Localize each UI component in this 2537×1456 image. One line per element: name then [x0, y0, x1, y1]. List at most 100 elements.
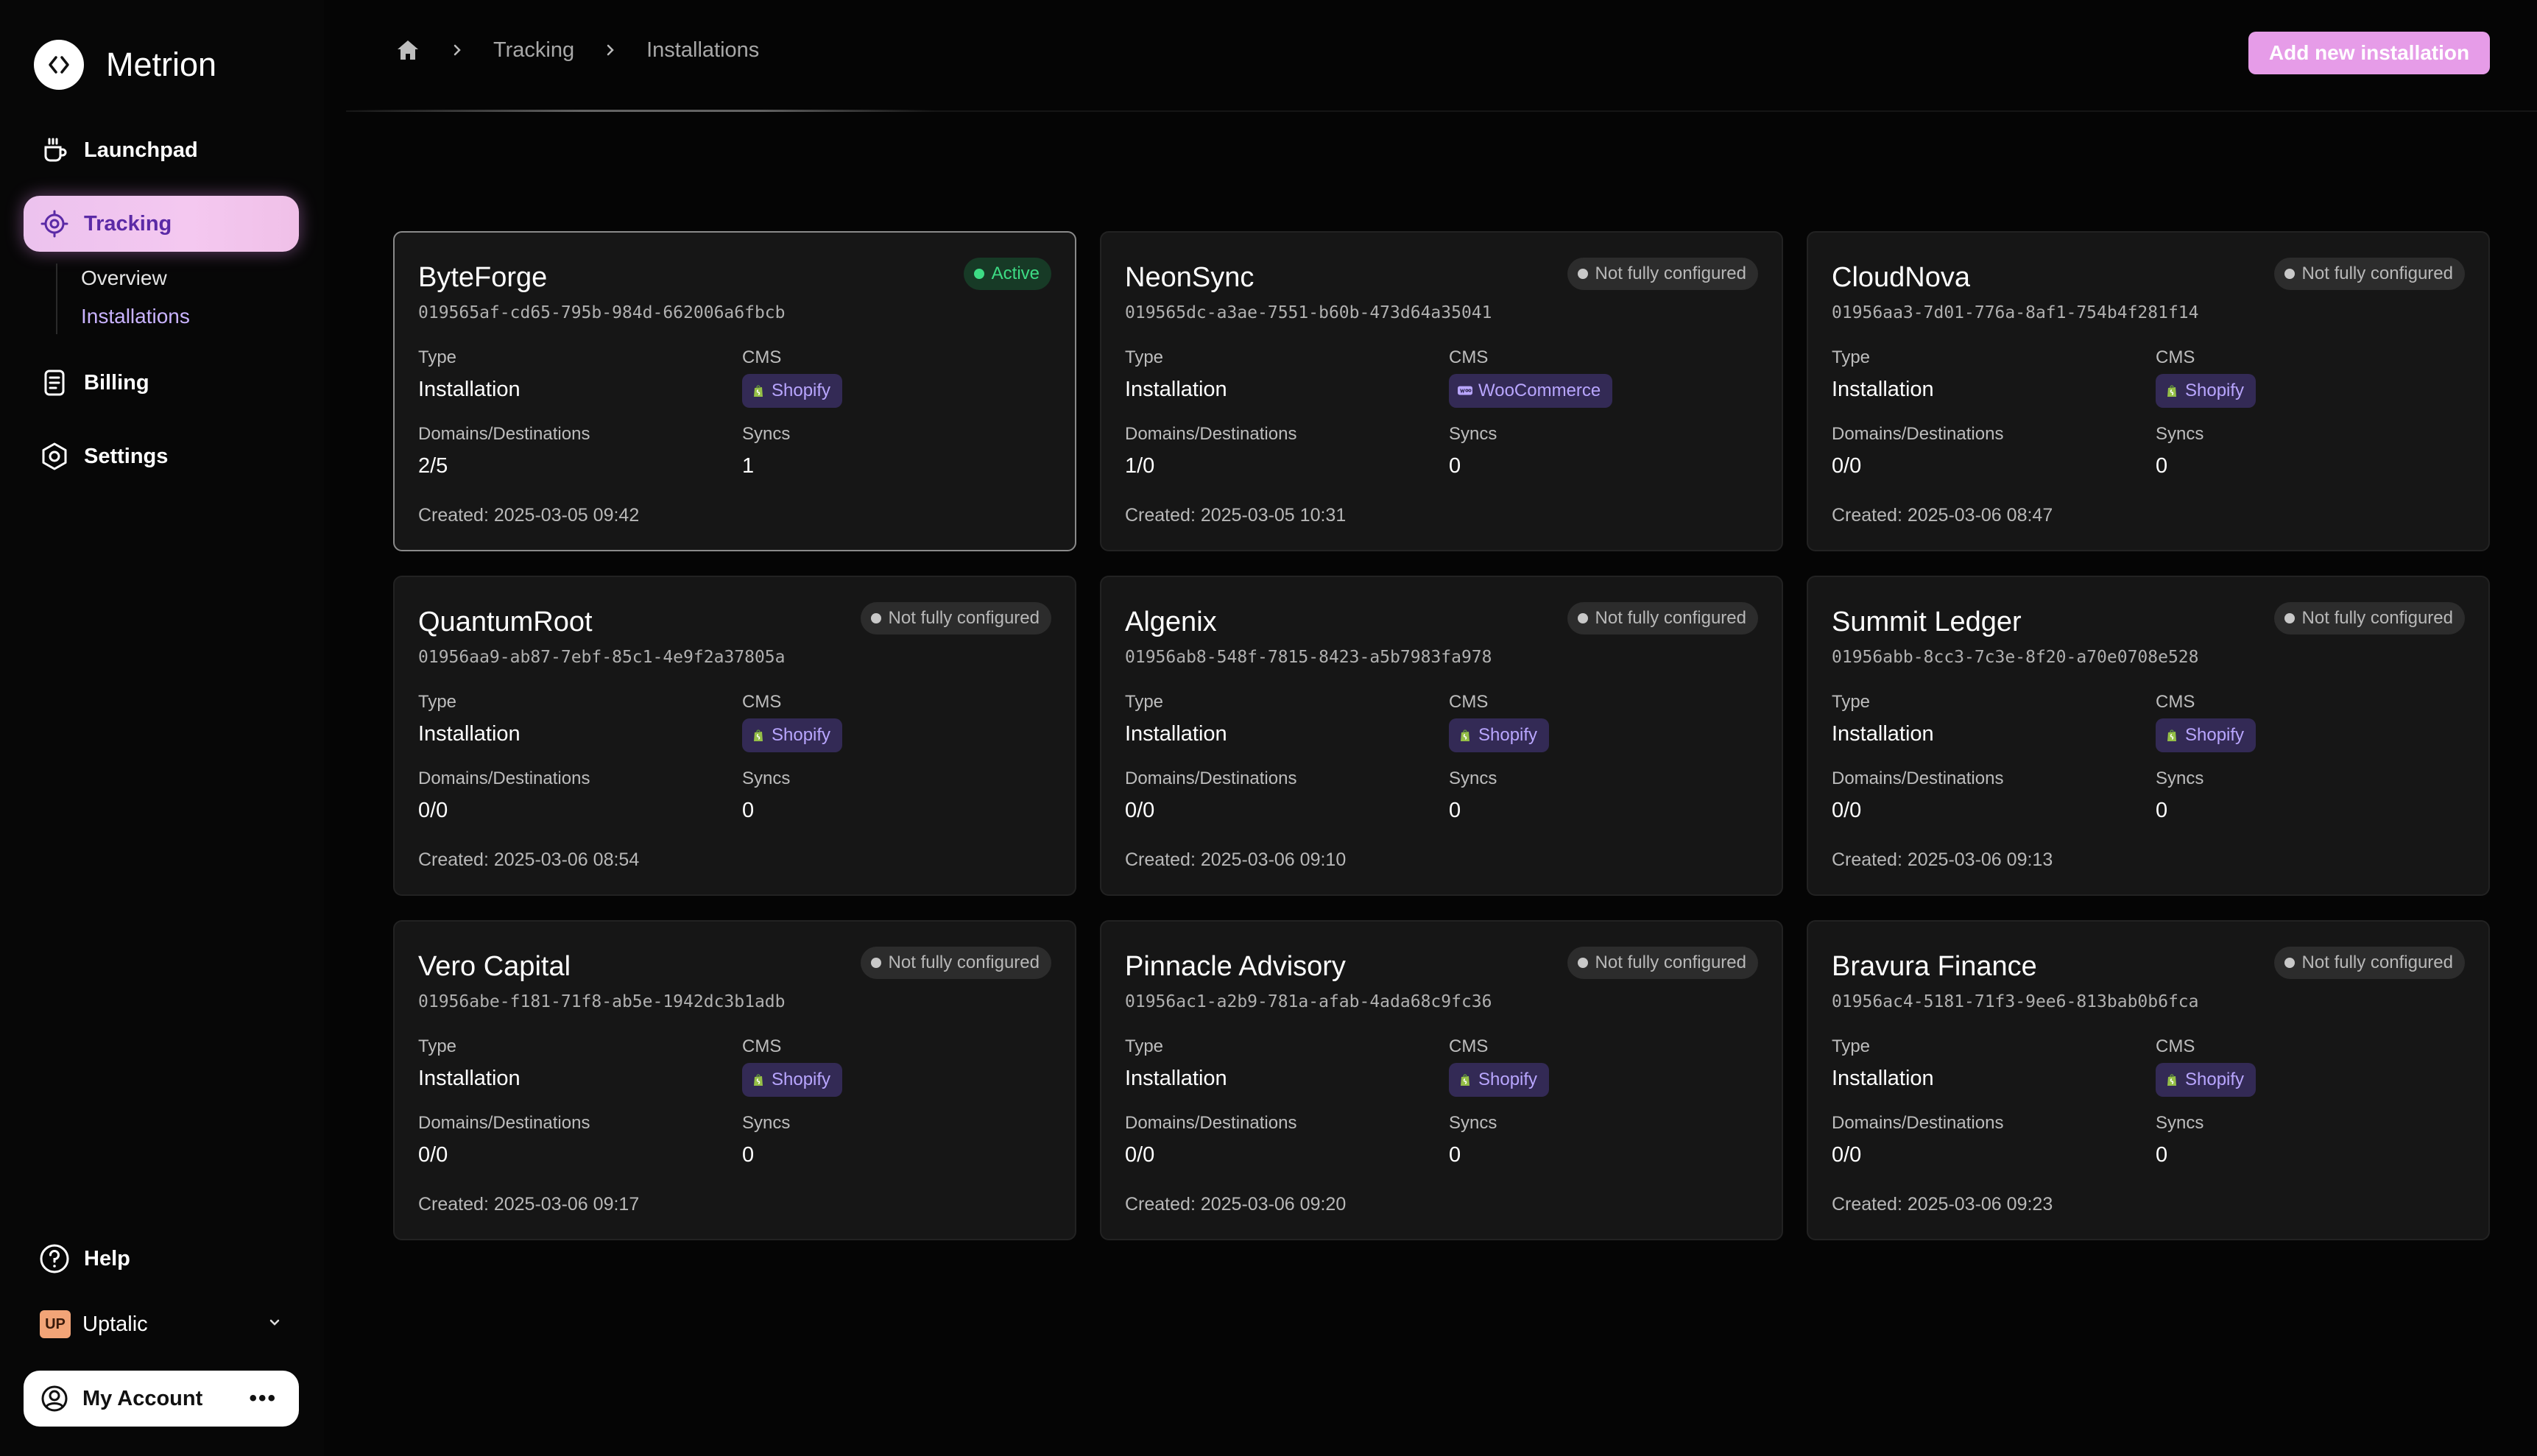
installation-name: Pinnacle Advisory [1125, 951, 1346, 982]
add-installation-button[interactable]: Add new installation [2248, 32, 2490, 74]
status-badge: Not fully configured [860, 602, 1051, 635]
type-label: Type [418, 347, 457, 367]
type-label: Type [418, 692, 457, 712]
syncs-label: Syncs [742, 424, 791, 444]
brand[interactable]: Metrion [34, 40, 216, 90]
header-divider [346, 110, 935, 112]
subnav-installations[interactable]: Installations [81, 305, 190, 328]
type-value: Installation [1125, 722, 1227, 746]
syncs-label: Syncs [2156, 1113, 2204, 1133]
syncs-label: Syncs [742, 768, 791, 788]
status-dot-icon [973, 269, 984, 279]
syncs-value: 0 [2156, 454, 2168, 478]
subnav-line [56, 264, 57, 334]
sidebar-item-tracking[interactable]: Tracking [24, 196, 299, 252]
type-value: Installation [418, 1067, 521, 1090]
status-label: Not fully configured [888, 608, 1040, 628]
cms-label: CMS [1449, 1036, 1489, 1056]
cms-label: CMS [1449, 347, 1489, 367]
installation-name: NeonSync [1125, 262, 1255, 293]
home-icon[interactable] [395, 37, 421, 63]
domains-label: Domains/Destinations [418, 424, 590, 444]
syncs-label: Syncs [1449, 424, 1497, 444]
status-dot-icon [1577, 958, 1588, 968]
shopify-icon [1458, 728, 1472, 743]
installation-card[interactable]: Summit Ledger Not fully configured 01956ab… [1807, 576, 2490, 896]
status-label: Not fully configured [2301, 608, 2453, 628]
shopify-icon [2164, 728, 2179, 743]
status-dot-icon [1577, 613, 1588, 623]
type-label: Type [1832, 1036, 1871, 1056]
sidebar-item-billing[interactable]: Billing [24, 355, 299, 411]
shopify-icon [1458, 1072, 1472, 1087]
installation-card[interactable]: ByteForge Active 019565af-cd65-795b-984d-6… [393, 231, 1076, 551]
syncs-value: 0 [742, 1143, 755, 1167]
status-label: Not fully configured [888, 953, 1040, 972]
domains-value: 0/0 [1832, 1143, 1862, 1167]
sidebar-item-launchpad[interactable]: Launchpad [24, 122, 299, 178]
installation-card[interactable]: QuantumRoot Not fully configured 01956aa9-… [393, 576, 1076, 896]
breadcrumb-tracking[interactable]: Tracking [493, 38, 575, 62]
chevron-down-icon [267, 1312, 283, 1337]
syncs-label: Syncs [1449, 1113, 1497, 1133]
domains-value: 2/5 [418, 454, 448, 478]
type-label: Type [418, 1036, 457, 1056]
created-timestamp: Created: 2025-03-06 09:13 [1832, 849, 2053, 870]
created-timestamp: Created: 2025-03-06 09:17 [418, 1194, 640, 1215]
status-badge: Not fully configured [1567, 947, 1758, 979]
cms-badge: Shopify [742, 718, 843, 752]
sidebar-item-label: Launchpad [84, 138, 198, 162]
syncs-value: 0 [1449, 1143, 1461, 1167]
installation-card[interactable]: Bravura Finance Not fully configured 01956… [1807, 920, 2490, 1240]
sidebar-item-settings[interactable]: Settings [24, 428, 299, 484]
status-badge: Not fully configured [2273, 258, 2465, 290]
shopify-icon [751, 1072, 766, 1087]
installation-card[interactable]: CloudNova Not fully configured 01956aa3-7d… [1807, 231, 2490, 551]
sidebar-item-help[interactable]: Help [24, 1231, 299, 1287]
status-badge: Not fully configured [2273, 602, 2465, 635]
cms-label: CMS [742, 347, 782, 367]
cms-value: WooCommerce [1478, 381, 1601, 400]
installation-card[interactable]: Vero Capital Not fully configured 01956abe… [393, 920, 1076, 1240]
status-badge: Not fully configured [860, 947, 1051, 979]
my-account-button[interactable]: My Account ••• [24, 1371, 299, 1427]
installation-name: Vero Capital [418, 951, 571, 982]
status-badge: Not fully configured [1567, 602, 1758, 635]
org-switcher[interactable]: UP Uptalic [40, 1306, 283, 1343]
status-label: Not fully configured [1595, 608, 1746, 628]
status-dot-icon [2284, 958, 2295, 968]
help-icon [38, 1243, 71, 1275]
created-timestamp: Created: 2025-03-06 09:20 [1125, 1194, 1347, 1215]
chevron-right-icon [604, 43, 617, 57]
help-label: Help [84, 1246, 130, 1271]
installation-card[interactable]: NeonSync Not fully configured 019565dc-a3a… [1100, 231, 1783, 551]
installation-id: 01956ac4-5181-71f3-9ee6-813bab0b6fca [1832, 992, 2199, 1011]
cms-value: Shopify [1478, 1070, 1538, 1089]
type-value: Installation [1125, 378, 1227, 401]
syncs-value: 1 [742, 454, 755, 478]
breadcrumb-installations: Installations [646, 38, 760, 62]
domains-label: Domains/Destinations [1125, 1113, 1297, 1133]
syncs-value: 0 [1449, 454, 1461, 478]
installation-card[interactable]: Algenix Not fully configured 01956ab8-548f… [1100, 576, 1783, 896]
cms-value: Shopify [2185, 1070, 2245, 1089]
type-label: Type [1125, 347, 1164, 367]
installation-id: 01956aa3-7d01-776a-8af1-754b4f281f14 [1832, 303, 2199, 322]
more-options-icon[interactable]: ••• [249, 1386, 277, 1410]
domains-label: Domains/Destinations [418, 768, 590, 788]
org-name: Uptalic [82, 1312, 148, 1336]
type-label: Type [1832, 347, 1871, 367]
org-badge: UP [40, 1310, 71, 1338]
cms-label: CMS [2156, 1036, 2195, 1056]
installation-card[interactable]: Pinnacle Advisory Not fully configured 019… [1100, 920, 1783, 1240]
created-timestamp: Created: 2025-03-06 08:54 [418, 849, 640, 870]
cms-value: Shopify [772, 1070, 831, 1089]
syncs-label: Syncs [1449, 768, 1497, 788]
created-timestamp: Created: 2025-03-05 09:42 [418, 505, 640, 526]
settings-icon [38, 440, 71, 473]
cms-badge: Shopify [1449, 718, 1550, 752]
type-label: Type [1125, 692, 1164, 712]
cms-value: Shopify [772, 725, 831, 745]
cms-badge: Shopify [2156, 374, 2257, 408]
subnav-overview[interactable]: Overview [81, 266, 167, 289]
